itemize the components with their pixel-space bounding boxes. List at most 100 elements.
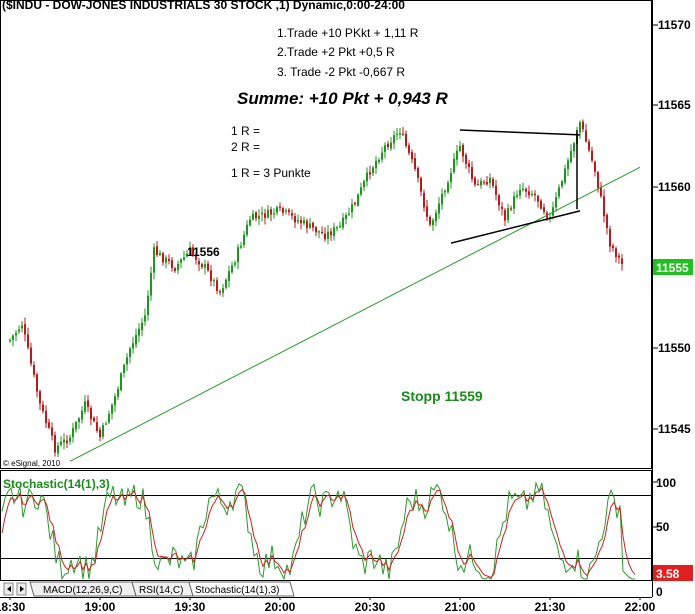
candle-body <box>135 334 137 345</box>
candle-body <box>432 220 434 226</box>
price-tick-label: 11550 <box>658 341 691 355</box>
time-tick-label: 21:00 <box>445 600 476 614</box>
candle-body <box>351 204 353 213</box>
stoch-k-line <box>1 481 635 581</box>
candle-body <box>363 181 365 188</box>
last-price-label: 11555 <box>656 261 689 275</box>
candle-body <box>18 329 20 332</box>
candle-body <box>177 264 179 271</box>
candle-body <box>276 207 278 213</box>
candle-body <box>42 404 44 412</box>
stopp-label: Stopp 11559 <box>401 388 483 404</box>
candle-body <box>444 190 446 193</box>
candle-body <box>480 180 482 186</box>
candle-body <box>12 335 14 341</box>
candle-body <box>297 220 299 222</box>
candle-body <box>468 163 470 168</box>
candle-body <box>483 182 485 184</box>
candle-body <box>378 160 380 162</box>
candle-body <box>516 195 518 197</box>
candle-body <box>81 410 83 420</box>
candle-body <box>57 445 59 454</box>
candle-body <box>171 260 173 269</box>
candle-body <box>345 214 347 220</box>
candle-body <box>9 340 11 342</box>
candle-body <box>141 322 143 331</box>
candle-body <box>384 145 386 152</box>
tab-macd[interactable]: MACD(12,26,9,C) <box>29 581 137 597</box>
candle-body <box>555 197 557 208</box>
candle-body <box>531 194 533 196</box>
candle-body <box>525 188 527 192</box>
tab-scroll-right[interactable] <box>16 582 27 596</box>
candle-body <box>381 152 383 160</box>
price-tick-label: 11570 <box>658 18 691 32</box>
tab-scroll-left[interactable] <box>3 582 14 596</box>
candle-body <box>534 193 536 196</box>
candle-body <box>114 396 116 406</box>
candle-body <box>342 217 344 228</box>
candle-body <box>246 224 248 235</box>
candle-body <box>225 279 227 288</box>
triangle-upper-line <box>459 129 581 136</box>
candle-body <box>573 143 575 152</box>
candle-body <box>588 141 590 151</box>
tab-stochastic[interactable]: Stochastic(14(1),3) <box>188 581 295 597</box>
candle-body <box>93 417 95 422</box>
candle-body <box>288 209 290 213</box>
candle-body <box>156 246 158 255</box>
candle-body <box>117 388 119 397</box>
candle-body <box>477 184 479 186</box>
candle-body <box>147 295 149 316</box>
candle-body <box>216 280 218 291</box>
time-tick-label: 22:00 <box>625 600 656 614</box>
candle-body <box>423 192 425 208</box>
price-axis: 11570 11565 11560 11550 11545 11555 <box>652 18 693 436</box>
candle-body <box>339 225 341 228</box>
candle-body <box>441 193 443 205</box>
candle-body <box>528 191 530 196</box>
overlay-lines <box>69 129 641 462</box>
candle-body <box>273 213 275 215</box>
candle-body <box>315 227 317 233</box>
tab-rsi-label: RSI(14,C) <box>139 585 183 596</box>
candle-body <box>243 234 245 245</box>
stochastic-label: Stochastic(14(1),3) <box>3 477 110 491</box>
candle-body <box>255 212 257 219</box>
time-tick-label: 20:00 <box>265 600 296 614</box>
candle-body <box>219 291 221 293</box>
trade-annotations: 1.Trade +10 PKkt + 1,11 R 2.Trade +2 Pkt… <box>3 26 483 468</box>
tab-rsi[interactable]: RSI(14,C) <box>131 581 194 597</box>
stochastic-panel: Stochastic(14(1),3) 100 50 3.58 0 <box>1 476 693 599</box>
summe-label: Summe: +10 Pkt + 0,943 R <box>237 89 448 108</box>
candle-body <box>138 328 140 336</box>
candle-body <box>213 279 215 282</box>
candle-body <box>459 145 461 151</box>
candle-body <box>180 259 182 263</box>
candle-body <box>366 172 368 182</box>
candle-body <box>174 268 176 271</box>
candle-body <box>150 272 152 296</box>
candle-body <box>282 208 284 213</box>
candle-body <box>72 428 74 438</box>
candle-body <box>456 150 458 160</box>
candle-body <box>264 213 266 219</box>
candle-body <box>321 231 323 234</box>
candle-body <box>198 261 200 265</box>
candle-body <box>237 247 239 263</box>
candle-body <box>405 133 407 146</box>
candle-body <box>501 206 503 209</box>
candle-body <box>207 263 209 271</box>
trade-line-1: 1.Trade +10 PKkt + 1,11 R <box>277 26 419 40</box>
candle-body <box>105 423 107 425</box>
candle-body <box>84 401 86 412</box>
candle-body <box>570 150 572 162</box>
candle-body <box>408 145 410 154</box>
candle-body <box>474 177 476 185</box>
trendline-line <box>69 166 641 462</box>
candle-body <box>324 233 326 240</box>
candle-body <box>123 364 125 373</box>
candle-body <box>48 422 50 428</box>
candle-body <box>591 150 593 161</box>
candle-body <box>465 154 467 164</box>
